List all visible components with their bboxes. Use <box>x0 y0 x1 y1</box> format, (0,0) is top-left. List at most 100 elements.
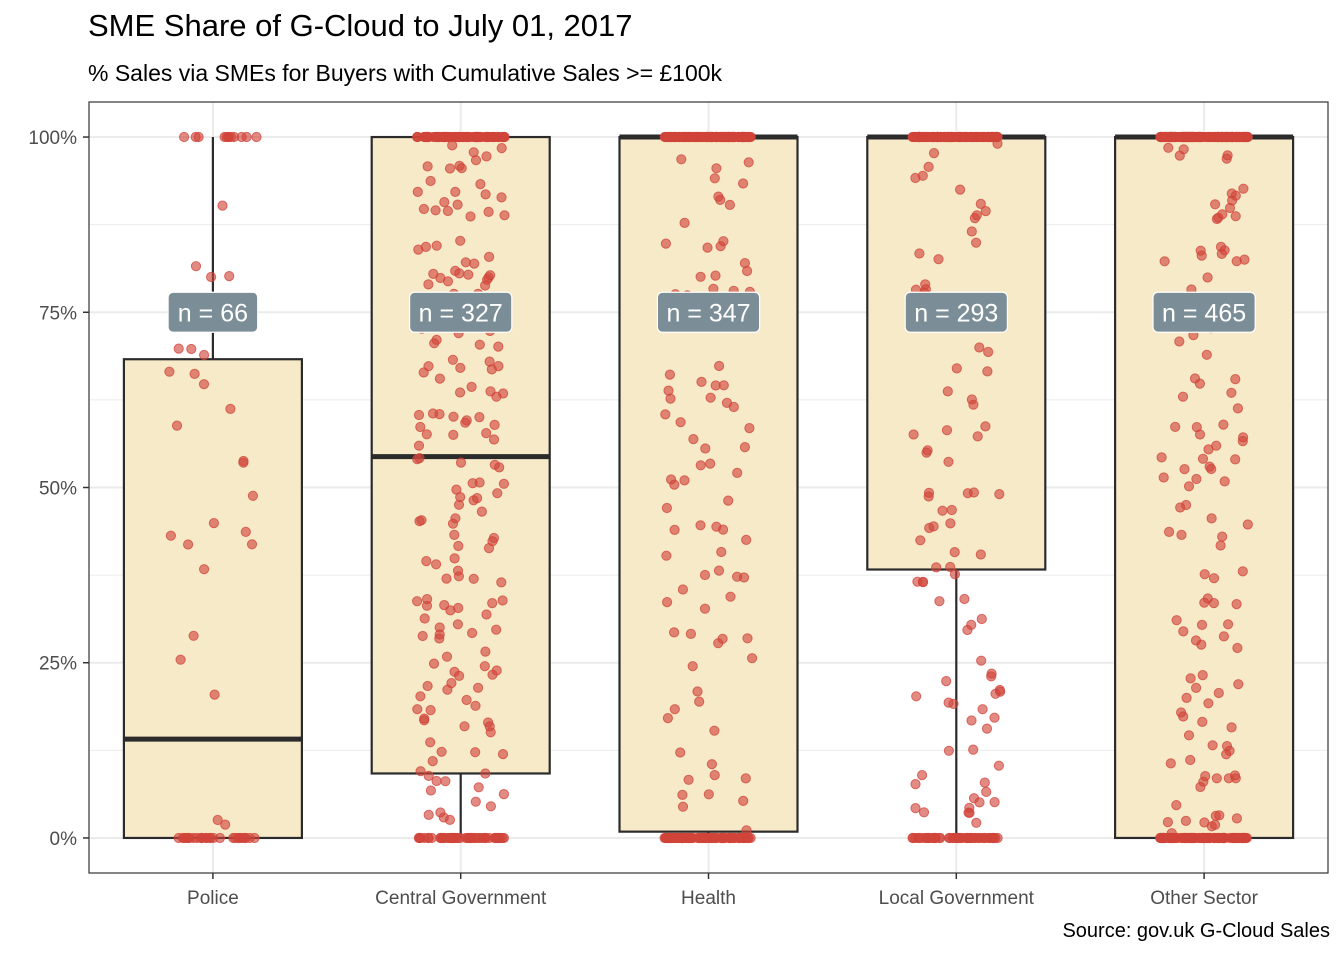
data-point <box>1223 619 1234 630</box>
data-point <box>452 619 463 630</box>
data-point <box>447 518 459 529</box>
count-labels: n = 66 n = 327 n = 347 n = 293 n = 465 <box>167 291 1256 333</box>
data-point <box>994 684 1005 696</box>
y-tick-label: 100% <box>28 128 77 149</box>
data-point <box>431 559 442 570</box>
data-point <box>455 235 466 246</box>
data-point <box>499 210 510 221</box>
data-point <box>448 411 459 422</box>
boxes <box>122 134 1295 840</box>
data-point <box>1224 745 1235 756</box>
data-point <box>966 715 977 726</box>
data-point <box>911 691 922 702</box>
data-point <box>932 131 943 143</box>
data-point <box>732 467 743 478</box>
data-point <box>427 408 439 419</box>
data-point <box>423 809 434 821</box>
data-point <box>423 770 434 782</box>
data-point <box>669 524 680 536</box>
data-point <box>743 157 754 168</box>
data-point <box>467 627 478 639</box>
data-point <box>981 786 992 798</box>
data-point <box>994 489 1005 500</box>
data-point <box>699 603 711 614</box>
data-point <box>677 584 689 595</box>
data-point <box>738 572 750 583</box>
data-point <box>713 565 725 576</box>
data-point <box>713 638 724 649</box>
data-point <box>422 594 433 605</box>
data-point <box>709 770 720 781</box>
data-point <box>485 801 496 812</box>
data-point <box>422 161 433 172</box>
data-point <box>1224 202 1236 214</box>
data-point <box>910 832 921 844</box>
data-point <box>469 258 480 269</box>
points-central-government <box>412 131 510 844</box>
data-point <box>669 627 680 638</box>
data-point <box>418 203 429 215</box>
data-point <box>975 198 986 209</box>
data-point <box>1241 832 1252 844</box>
iqr-box <box>1113 135 1295 840</box>
data-point <box>491 624 502 635</box>
count-label-text: n = 293 <box>914 299 998 327</box>
data-point <box>921 447 932 458</box>
data-point <box>689 131 700 143</box>
data-point <box>431 240 442 251</box>
data-point <box>1230 211 1241 222</box>
y-tick-label: 50% <box>39 479 77 500</box>
data-point <box>1191 682 1202 694</box>
data-point <box>434 633 445 644</box>
data-point <box>483 717 494 728</box>
data-point <box>677 789 688 801</box>
data-point <box>738 178 749 189</box>
data-point <box>469 832 480 844</box>
data-point <box>484 356 495 367</box>
data-point <box>438 812 449 823</box>
data-point <box>412 186 423 197</box>
data-point <box>908 429 919 440</box>
data-point <box>442 684 453 695</box>
data-point <box>1226 387 1237 398</box>
data-point <box>1174 336 1185 347</box>
data-point <box>414 516 425 527</box>
data-point <box>675 131 686 143</box>
data-point <box>695 271 706 282</box>
data-point <box>710 270 721 281</box>
data-point <box>193 131 204 143</box>
data-point <box>209 689 220 700</box>
data-point <box>1218 419 1229 430</box>
data-point <box>742 633 753 644</box>
data-point <box>1175 502 1186 513</box>
data-point <box>1231 813 1243 824</box>
data-point <box>468 147 479 158</box>
data-point <box>1202 272 1213 283</box>
data-point <box>1190 635 1202 646</box>
data-point <box>711 521 722 532</box>
data-point <box>1181 692 1192 704</box>
data-point <box>945 561 956 573</box>
data-point <box>955 184 966 195</box>
data-point <box>747 653 758 664</box>
points-other-sector <box>1155 131 1253 844</box>
points-local-government <box>907 131 1006 844</box>
data-point <box>738 795 749 807</box>
count-label: n = 66 <box>167 291 259 333</box>
data-point <box>977 704 988 715</box>
data-point <box>1239 131 1251 143</box>
data-point <box>1171 800 1182 811</box>
data-point <box>1232 403 1244 414</box>
data-point <box>217 200 228 211</box>
data-point <box>1174 150 1185 161</box>
data-point <box>959 593 970 605</box>
data-point <box>421 429 432 440</box>
data-point <box>473 682 484 693</box>
data-point <box>474 412 485 423</box>
count-label: n = 465 <box>1152 291 1256 333</box>
data-point <box>979 777 990 788</box>
data-point <box>481 151 492 162</box>
data-point <box>706 759 718 770</box>
data-point <box>1213 687 1224 699</box>
